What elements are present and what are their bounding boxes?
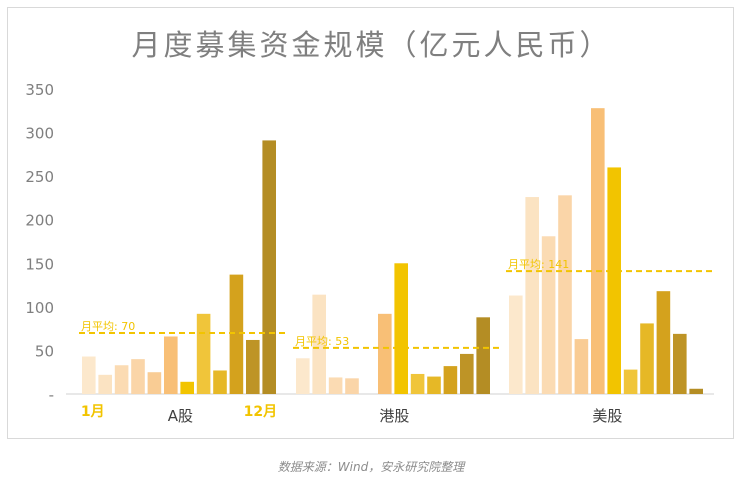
month-start-label: 1月 <box>81 404 105 420</box>
mean-label: 月平均: 53 <box>295 335 349 348</box>
bar <box>574 339 589 394</box>
bar-chart: 350 300 250 200 150 100 50 - 月平均: 70 A股 1月 12月 月平均: … <box>25 81 716 425</box>
bar <box>607 167 621 394</box>
bar <box>131 359 145 394</box>
bar <box>296 358 310 394</box>
bar <box>394 263 408 394</box>
mean-label: 月平均: 70 <box>81 320 135 333</box>
bar <box>328 377 343 394</box>
bar <box>378 313 392 394</box>
bar <box>591 108 605 395</box>
y-tick-label: 200 <box>25 212 54 230</box>
bar <box>460 353 474 394</box>
bar <box>345 378 359 394</box>
bar <box>98 374 112 394</box>
bar <box>623 369 638 394</box>
bar <box>509 295 523 394</box>
bar <box>164 336 178 394</box>
bar <box>262 140 276 394</box>
y-tick-label: 300 <box>25 125 54 143</box>
y-tick-label: 350 <box>25 81 54 99</box>
mean-label: 月平均: 141 <box>508 258 569 271</box>
bar <box>689 388 703 394</box>
bar <box>673 333 687 394</box>
bar <box>229 274 244 394</box>
bar <box>114 365 129 394</box>
group-label: 美股 <box>592 407 622 425</box>
bar <box>312 294 326 394</box>
chart-title: 月度募集资金规模（亿元人民币） <box>131 28 612 62</box>
bar <box>640 323 654 394</box>
source-note: 数据来源：Wind，安永研究院整理 <box>277 460 465 474</box>
bar <box>410 373 425 394</box>
bar <box>558 195 572 394</box>
y-tick-label: 100 <box>25 299 54 317</box>
y-tick-label: 150 <box>25 255 54 273</box>
month-end-label: 12月 <box>244 404 277 420</box>
bar <box>541 236 556 394</box>
bar <box>476 317 490 394</box>
bar <box>656 291 671 394</box>
bar <box>443 366 458 394</box>
y-tick-label: 50 <box>35 342 54 360</box>
bar <box>147 372 162 394</box>
bar <box>180 381 194 394</box>
group-label: 港股 <box>379 407 409 425</box>
bar <box>196 313 211 394</box>
bar <box>246 339 260 394</box>
y-tick-label: - <box>49 386 54 404</box>
bar <box>82 356 96 394</box>
bar <box>213 370 227 394</box>
y-tick-label: 250 <box>25 168 54 186</box>
chart-frame: 月度募集资金规模（亿元人民币） 350 300 250 200 150 100 50 - 月平均… <box>7 7 734 439</box>
group-label: A股 <box>168 407 193 425</box>
bar <box>525 197 539 394</box>
bar <box>427 376 441 394</box>
